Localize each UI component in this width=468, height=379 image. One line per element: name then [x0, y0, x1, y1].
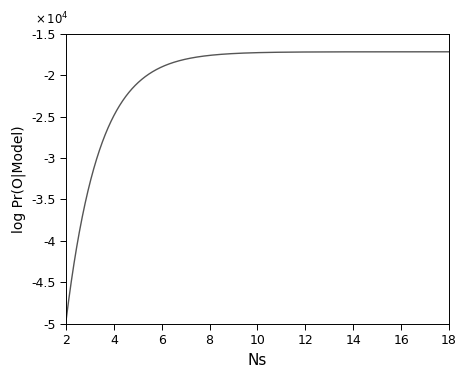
Text: $\times\,10^4$: $\times\,10^4$	[35, 11, 69, 28]
X-axis label: Ns: Ns	[248, 353, 267, 368]
Y-axis label: log Pr(O|Model): log Pr(O|Model)	[11, 125, 26, 233]
